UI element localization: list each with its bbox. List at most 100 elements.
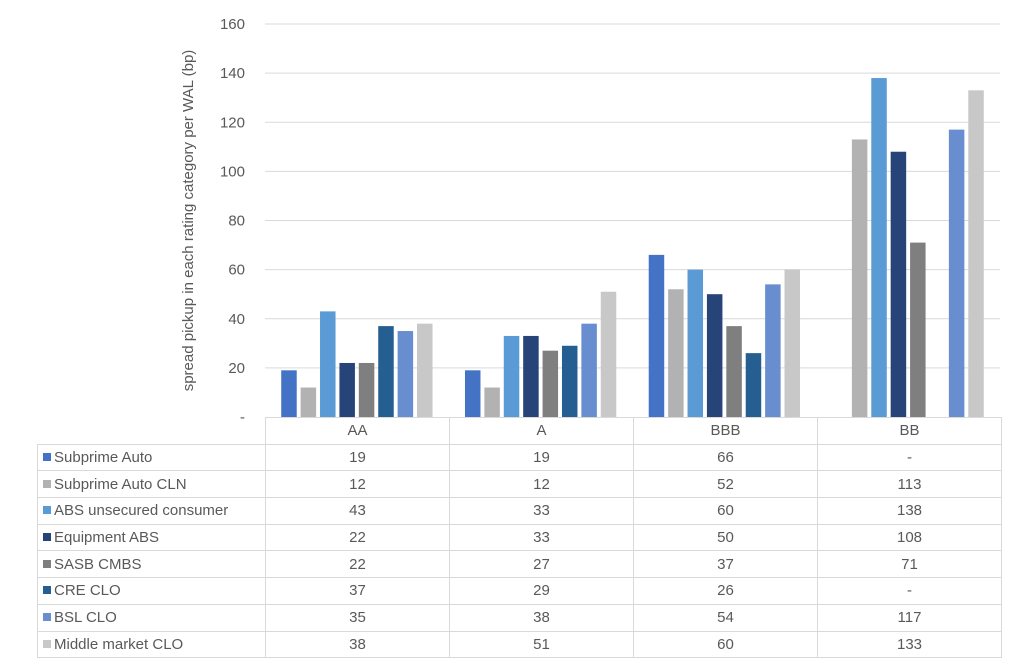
bar-subprime-auto-bbb [648,254,665,417]
bar-equipment-abs-aa [339,362,355,417]
bar-sasb-cmbs-aa [358,362,375,417]
bar-subprime-auto-a [464,370,481,417]
series-label: Middle market CLO [54,635,184,653]
category-label: BBB [633,417,818,445]
legend-swatch-icon [43,506,51,515]
y-tick-label: 140 [220,65,245,82]
data-label: 60 [633,630,818,659]
bar-middle-market-clo-bb [968,90,984,417]
data-label: 33 [449,497,634,525]
bar-abs-unsecured-consumer-bbb [687,269,704,417]
bar-cre-clo-bbb [745,353,762,417]
data-label: 19 [449,443,634,472]
data-label: 27 [449,550,634,579]
bar-middle-market-clo-aa [417,323,433,417]
bar-subprime-auto-cln-a [484,387,500,417]
series-label: ABS unsecured consumer [54,502,229,520]
table-row: Equipment ABS 22 33 50 108 [37,523,1002,552]
y-tick-label: 120 [220,114,245,131]
legend-swatch-icon [43,559,51,568]
data-label: 19 [265,443,450,472]
bar-subprime-auto-cln-bbb [668,289,684,417]
data-label: 108 [817,523,1002,552]
data-label: 138 [817,497,1002,525]
bar-sasb-cmbs-bbb [726,326,742,417]
legend-swatch-icon [43,613,51,622]
bar-middle-market-clo-a [600,291,617,417]
data-label: 12 [265,470,450,499]
data-label: 54 [633,603,818,632]
bar-cre-clo-aa [378,326,394,417]
bar-middle-market-clo-bbb [784,269,801,417]
table-row: CRE CLO 37 29 26- [37,577,1002,605]
category-label: A [449,417,634,445]
series-label: BSL CLO [54,609,117,627]
table-row: ABS unsecured consumer 43 33 60 138 [37,497,1002,525]
bar-abs-unsecured-consumer-a [503,335,520,417]
y-tick-label: 160 [220,16,245,33]
data-label: 66 [633,443,818,472]
data-label: 29 [449,577,634,605]
legend-swatch-icon [43,586,51,595]
bar-equipment-abs-bb [890,151,907,417]
data-label: 60 [633,497,818,525]
data-label: 38 [265,630,450,659]
table-row: Subprime Auto CLN 12 12 52 113 [37,470,1002,499]
category-label: AA [265,417,450,445]
bar-subprime-auto-cln-bb [851,139,868,417]
legend-swatch-icon [43,479,51,488]
y-axis-label: spread pickup in each rating category pe… [180,50,197,392]
series-label: Equipment ABS [54,529,160,547]
data-label: 22 [265,550,450,579]
bar-bsl-clo-aa [397,331,414,417]
data-label: 26 [633,577,818,605]
data-label: 37 [633,550,818,579]
y-tick-label: 100 [220,163,245,180]
data-label: 117 [817,603,1002,632]
bar-bsl-clo-bb [948,129,965,417]
table-row: SASB CMBS 22 27 37 71 [37,550,1002,579]
data-label: 35 [265,603,450,632]
data-label: 12 [449,470,634,499]
bar-cre-clo-a [561,345,578,417]
legend-swatch-icon [43,453,51,462]
bar-sasb-cmbs-a [542,350,559,417]
bar-sasb-cmbs-bb [910,242,926,417]
legend-swatch-icon [43,533,51,542]
bar-subprime-auto-cln-aa [300,387,317,417]
series-label: CRE CLO [54,582,121,600]
data-label: 51 [449,630,634,659]
bar-equipment-abs-bbb [706,294,723,417]
y-tick-label: 40 [228,311,245,328]
bar-bsl-clo-a [581,323,597,417]
bar-abs-unsecured-consumer-aa [320,311,336,417]
series-label: SASB CMBS [54,555,142,573]
bar-abs-unsecured-consumer-bb [871,78,887,417]
data-label: 33 [449,523,634,552]
y-tick-label: 60 [228,262,245,279]
data-table: AA A BBB BB Subprime Auto 19 19 66- Subprime Aut… [37,417,1002,659]
data-label: 71 [817,550,1002,579]
bar-equipment-abs-a [523,335,539,417]
series-label: Subprime Auto CLN [54,475,187,493]
data-label: 38 [449,603,634,632]
series-label: Subprime Auto [54,449,153,467]
category-label: BB [817,417,1002,445]
data-label: 133 [817,630,1002,659]
data-label: 113 [817,470,1002,499]
data-label: 22 [265,523,450,552]
data-label: 52 [633,470,818,499]
bar-bsl-clo-bbb [765,284,781,417]
bar-subprime-auto-aa [281,370,297,417]
table-row: Middle market CLO 38 51 60 133 [37,630,1002,659]
data-label: 50 [633,523,818,552]
legend-swatch-icon [43,639,51,648]
table-row: Subprime Auto 19 19 66- [37,443,1002,472]
y-tick-label: 20 [228,360,245,377]
table-row: BSL CLO 35 38 54 117 [37,603,1002,632]
data-label: - [817,443,1002,472]
y-tick-label: 80 [228,213,245,230]
data-label: - [817,577,1002,605]
data-label: 43 [265,497,450,525]
